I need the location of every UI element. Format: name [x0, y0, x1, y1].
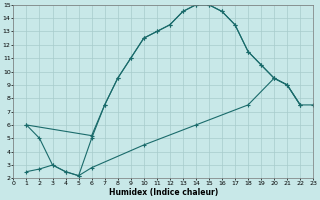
X-axis label: Humidex (Indice chaleur): Humidex (Indice chaleur) — [109, 188, 218, 197]
